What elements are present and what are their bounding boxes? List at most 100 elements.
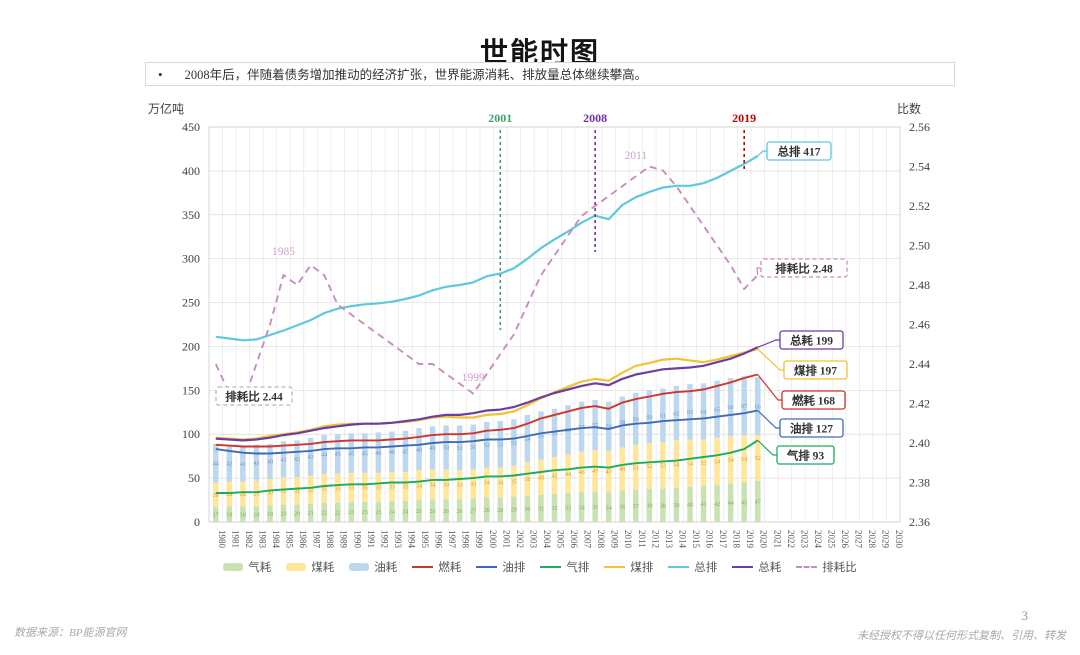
bar-coal-consumption [714,437,720,486]
bar-value: 44 [727,500,734,507]
right-axis-tick: 2.36 [909,515,930,529]
bar-value: 31 [294,488,300,495]
legend-item-10: 排耗比 [796,559,857,575]
bar-oil-consumption [524,414,531,463]
bar-value: 57 [592,422,598,429]
bar-value: 36 [619,503,625,510]
legend-label: 油排 [502,562,526,574]
bar-oil-consumption [673,385,680,441]
bar-value: 45 [335,451,341,458]
year-tick: 2004 [542,530,552,549]
right-axis-tick: 2.38 [909,476,930,490]
bar-value: 32 [551,505,557,512]
bar-value: 39 [673,502,679,509]
bar-coal-consumption [551,457,558,494]
bar-oil-consumption [240,445,246,482]
legend-item-7: 煤排 [604,559,653,575]
bar-value: 33 [565,505,571,512]
bar-value: 34 [578,504,585,511]
summary-note-text: 2008年后，伴随着债务增加推动的经济扩张，世界能源消耗、排放量总体继续攀高。 [184,68,648,82]
bar-oil-consumption [429,426,436,470]
bar-coal-consumption [497,467,504,498]
bar-coal-consumption [402,471,409,501]
bar-gas-consumption [592,491,598,522]
bar-value: 19 [267,511,273,518]
year-tick: 1991 [366,530,376,548]
bar-coal-consumption [213,482,219,508]
bar-oil-consumption [416,428,422,471]
bar-oil-consumption [619,396,625,448]
series-line-gas-emissions [215,439,759,494]
bar-value: 38 [524,476,530,483]
bar-value: 25 [416,508,422,515]
bar-value: 43 [307,454,313,461]
bar-gas-consumption [497,497,504,522]
left-axis-tick: 300 [182,252,200,266]
bar-gas-consumption [429,499,436,522]
bar-coal-consumption [334,473,341,503]
bar-oil-consumption [362,433,368,473]
bar-value: 46 [578,469,584,476]
bar-oil-consumption [484,421,490,468]
callout-fuel-consumption: 燃耗 168 [757,374,846,410]
bar-oil-consumption [754,377,761,436]
bar-gas-consumption [741,482,747,522]
bar-oil-consumption [660,388,666,443]
year-tick: 2000 [488,530,498,549]
bar-value: 32 [307,487,313,494]
year-tick: 2020 [759,530,769,549]
bar-value: 41 [240,461,246,468]
year-tick: 2003 [528,530,538,549]
bar-value: 29 [511,506,517,513]
bar-value: 44 [565,471,572,478]
bullet-icon: • [158,67,163,82]
bar-value: 53 [497,442,503,449]
bar-coal-consumption [389,471,395,501]
bar-coal-consumption [416,470,422,501]
bar-value: 34 [606,504,613,511]
legend-item-1: 气耗 [223,559,271,575]
year-tick: 2028 [867,530,877,549]
bar-value: 41 [253,460,259,467]
bar-coal-consumption [605,450,612,493]
bar-value: 31 [280,488,286,495]
bar-value: 35 [592,504,598,511]
year-tick: 1982 [244,530,254,548]
ratio-year-label-1999: 1999 [462,372,485,384]
bar-value: 67 [741,403,747,410]
bar-gas-consumption [362,501,368,522]
bar-oil-consumption [741,376,747,436]
bar-value: 33 [470,481,476,488]
bar-value: 34 [497,480,504,487]
bar-value: 59 [633,416,639,423]
bar-oil-consumption [443,425,449,470]
year-tick: 1992 [379,530,389,548]
bar-coal-consumption [524,462,531,496]
bar-gas-consumption [348,501,355,522]
bar-value: 54 [741,456,748,463]
bar-value: 47 [755,499,761,506]
summary-note-box: • 2008年后，伴随着债务增加推动的经济扩张，世界能源消耗、排放量总体继续攀高。 [145,62,955,86]
bar-value: 42 [714,501,720,508]
year-tick: 2010 [623,530,633,549]
bar-oil-consumption [592,399,598,451]
axis-ticks: 0 50 100 150 200 250 300 350 400 450 2.36 2.38 2.40 2… [182,120,930,529]
left-axis-tick: 100 [182,427,200,441]
year-tick: 2008 [596,530,606,549]
bar-value: 51 [633,464,639,471]
year-tick: 2015 [691,530,701,549]
callout-text-fuel-consumption: 燃耗 168 [791,394,835,408]
bar-oil-consumption [294,440,300,478]
bar-value: 50 [443,445,449,452]
bar-coal-consumption [321,473,327,503]
bar-value: 40 [538,474,544,481]
bar-oil-consumption [456,425,463,471]
bar-gas-consumption [389,500,395,522]
bar-value: 33 [402,484,408,491]
bar-oil-consumption [727,378,734,436]
left-axis-tick: 250 [182,296,200,310]
legend-swatch-line [604,566,626,568]
year-tick: 2009 [610,530,620,549]
bar-gas-consumption [280,504,287,522]
legend-label: 油耗 [374,562,398,574]
